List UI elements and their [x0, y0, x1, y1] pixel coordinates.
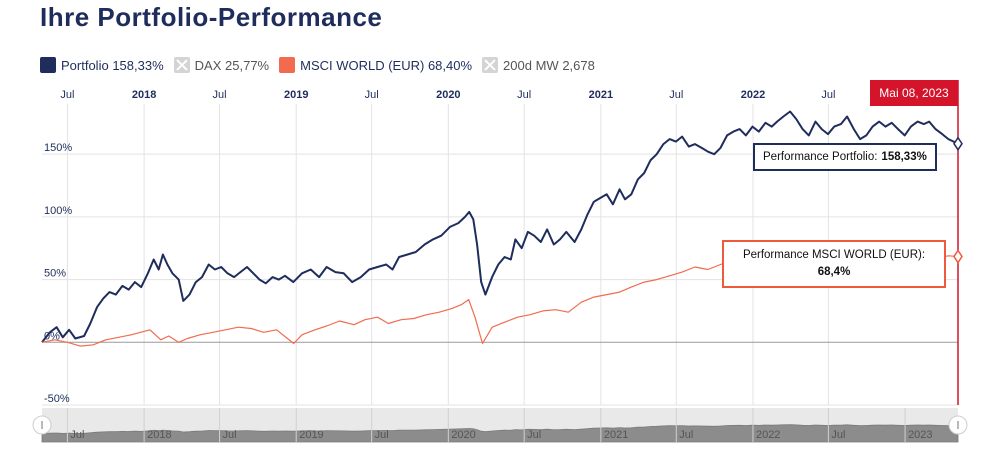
- navigator-tick-label: Jul: [70, 429, 84, 441]
- x-tick-label: 2019: [284, 89, 308, 101]
- range-navigator[interactable]: Jul 2018 Jul 2019 Jul 2020 Jul 2021 Jul 2022 Jul 20…: [32, 408, 968, 443]
- navigator-tick-label: 2022: [756, 429, 780, 441]
- navigator-tick-label: 2020: [451, 429, 475, 441]
- legend-value-msci: 68,40%: [427, 57, 473, 73]
- legend-value-ma200: 2,678: [562, 57, 595, 73]
- y-tick-label: -50%: [44, 393, 70, 405]
- tooltip-portfolio: Performance Portfolio: 158,33%: [753, 143, 937, 171]
- navigator-area: [41, 424, 959, 443]
- navigator-tick-label: Jul: [831, 429, 845, 441]
- navigator-tick-label: Jul: [375, 429, 389, 441]
- x-tick-label: Jul: [365, 89, 379, 101]
- legend-item-ma200[interactable]: 200d MW 2,678: [482, 57, 595, 73]
- x-axis-ticks: Jul 2018 Jul 2019 Jul 2020 Jul 2021 Jul 2022 Jul: [60, 89, 835, 101]
- navigator-tick-label: 2018: [147, 429, 171, 441]
- y-tick-label: 100%: [44, 205, 72, 217]
- x-tick-label: Jul: [60, 89, 74, 101]
- marker-msci-icon: [953, 249, 963, 264]
- x-tick-label: 2022: [741, 89, 765, 101]
- legend-toggle-off-icon: [482, 57, 499, 73]
- legend-label-msci: MSCI WORLD (EUR): [300, 57, 425, 73]
- legend-value-portfolio: 158,33%: [112, 57, 164, 73]
- legend-item-dax[interactable]: DAX 25,77%: [173, 57, 270, 73]
- x-tick-label: Jul: [821, 89, 835, 101]
- navigator-tick-label: 2023: [908, 429, 932, 441]
- x-tick-label: Jul: [669, 89, 683, 101]
- x-tick-label: 2021: [589, 89, 613, 101]
- legend-swatch-msci: [279, 57, 296, 73]
- y-tick-label: 50%: [44, 268, 66, 280]
- marker-portfolio-icon: [953, 136, 963, 152]
- navigator-tick-label: Jul: [527, 429, 541, 441]
- x-tick-label: 2018: [132, 89, 156, 101]
- page-title: Ihre Portfolio-Performance: [40, 2, 383, 32]
- tooltip-msci: Performance MSCI WORLD (EUR): 68,4%: [722, 240, 946, 288]
- chart-overlay: [953, 80, 963, 405]
- series-line-portfolio: [41, 110, 959, 343]
- tooltip-portfolio-value: 158,33%: [881, 151, 927, 163]
- legend-value-dax: 25,77%: [225, 57, 270, 73]
- legend-item-msci[interactable]: MSCI WORLD (EUR) 68,40%: [279, 57, 472, 73]
- legend-swatch-portfolio: [40, 57, 56, 73]
- legend-label-dax: DAX: [194, 57, 222, 73]
- legend-toggle-off-icon: [173, 57, 190, 73]
- navigator-tick-label: Jul: [223, 429, 237, 441]
- legend-label-ma200: 200d MW: [503, 57, 559, 73]
- tooltip-msci-label: Performance MSCI WORLD (EUR):: [742, 249, 926, 261]
- y-axis-ticks: -50%0%50%100%150%: [44, 142, 72, 405]
- crosshair-date-label: Mai 08, 2023: [870, 80, 958, 106]
- navigator-tick-label: Jul: [679, 429, 693, 441]
- y-tick-label: 150%: [44, 142, 72, 154]
- chart-legend: Portfolio 158,33% DAX 25,77% MSCI WORLD …: [40, 56, 605, 74]
- x-tick-label: 2020: [436, 89, 460, 101]
- tooltip-msci-value: 68,4%: [817, 266, 851, 278]
- legend-label-portfolio: Portfolio: [61, 57, 109, 73]
- legend-item-portfolio[interactable]: Portfolio 158,33%: [40, 57, 164, 73]
- navigator-tick-label: 2019: [299, 429, 323, 441]
- x-tick-label: Jul: [517, 89, 531, 101]
- tooltip-portfolio-label: Performance Portfolio:: [763, 151, 878, 163]
- navigator-tick-label: 2021: [604, 429, 628, 441]
- x-tick-label: Jul: [213, 89, 227, 101]
